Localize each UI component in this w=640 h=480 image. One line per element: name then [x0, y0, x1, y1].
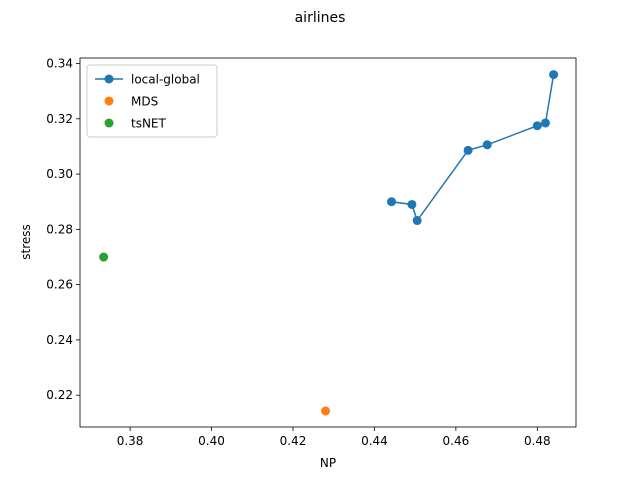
y-tick-label: 0.22	[46, 388, 73, 402]
chart-title: airlines	[295, 10, 346, 26]
legend: local-global MDS tsNET	[86, 64, 218, 138]
legend-item-tsNET: tsNET	[104, 117, 167, 131]
series-tsNET	[99, 252, 109, 262]
data-layer	[99, 70, 559, 416]
data-point	[463, 145, 473, 155]
legend-marker	[104, 74, 114, 84]
axes-frame	[79, 57, 577, 428]
legend-label: local-global	[131, 73, 200, 87]
y-tick-label: 0.24	[46, 333, 73, 347]
y-axis-label: stress	[19, 224, 33, 260]
x-tick-label: 0.48	[524, 434, 551, 448]
y-tick-label: 0.28	[46, 222, 73, 236]
x-tick-label: 0.38	[117, 434, 144, 448]
data-point	[321, 406, 331, 416]
data-point	[549, 70, 559, 80]
series-MDS	[321, 406, 331, 416]
legend-label: tsNET	[131, 117, 167, 131]
legend-marker	[104, 118, 114, 128]
x-tick-label: 0.42	[280, 434, 307, 448]
legend-item-MDS: MDS	[104, 95, 158, 109]
data-point	[540, 118, 550, 128]
x-axis-label: NP	[320, 456, 336, 470]
data-point	[482, 140, 492, 150]
data-point	[387, 197, 397, 207]
legend-marker	[104, 96, 114, 106]
legend-item-local-global: local-global	[95, 73, 200, 87]
y-tick-label: 0.32	[46, 112, 73, 126]
x-tick-label: 0.44	[361, 434, 388, 448]
data-point	[532, 121, 542, 131]
y-tick-label: 0.30	[46, 167, 73, 181]
x-tick-label: 0.40	[198, 434, 225, 448]
x-tick-label: 0.46	[443, 434, 470, 448]
y-tick-label: 0.26	[46, 278, 73, 292]
data-point	[407, 199, 417, 209]
data-point	[412, 216, 422, 226]
y-tick-label: 0.34	[46, 57, 73, 71]
series-local-global	[387, 70, 559, 226]
data-point	[99, 252, 109, 262]
legend-label: MDS	[131, 95, 158, 109]
axes: 0.38 0.40 0.42 0.44 0.46 0.48 0.22 0.24 0.26 0.28…	[46, 57, 577, 448]
legend-box	[86, 64, 218, 138]
